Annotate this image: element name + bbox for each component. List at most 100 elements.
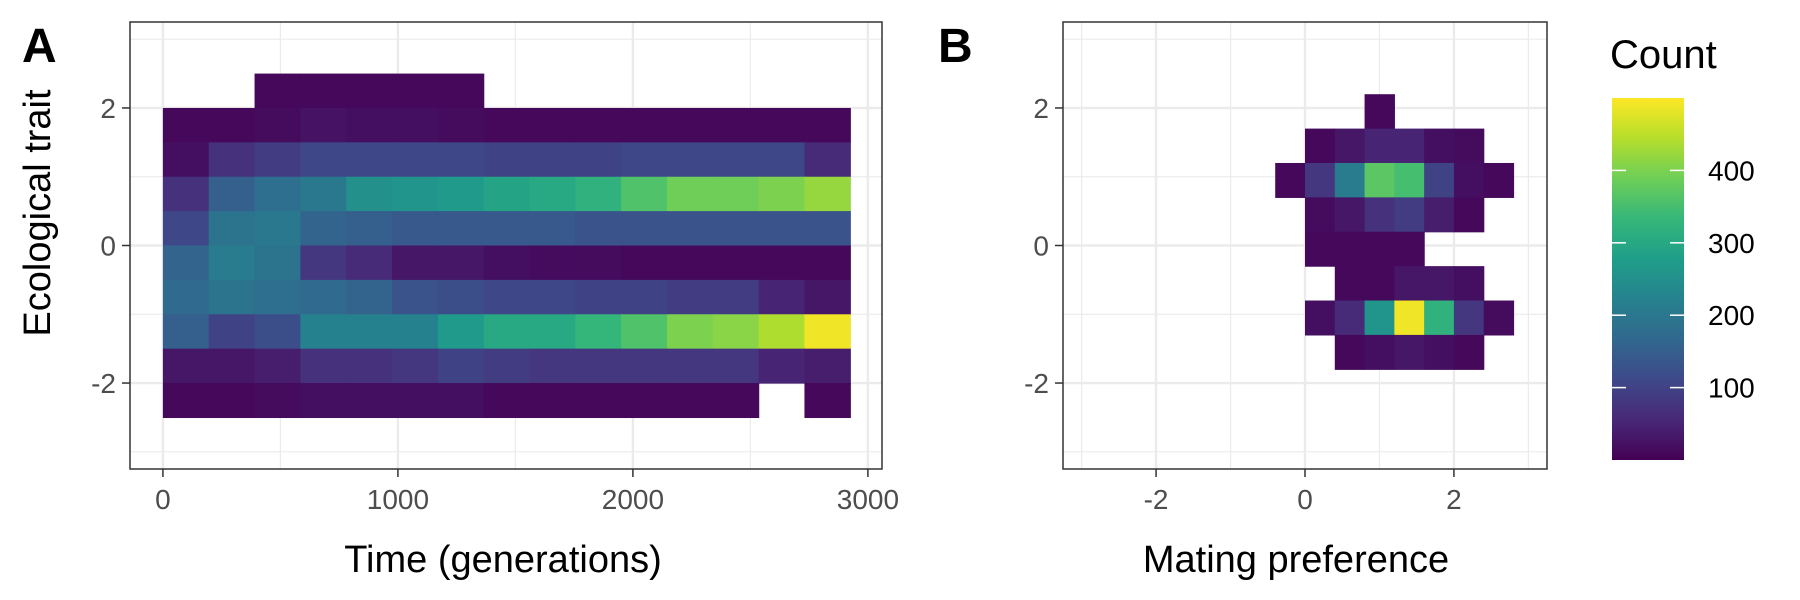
heatmap-cell — [712, 142, 760, 178]
heatmap-cell — [1483, 162, 1515, 198]
legend-tick-label: 200 — [1708, 300, 1755, 331]
heatmap-cell — [758, 348, 806, 384]
heatmap-cell — [1453, 266, 1485, 302]
heatmap-cell — [529, 383, 576, 419]
heatmap-cell — [1305, 231, 1336, 267]
heatmap-cell — [254, 348, 301, 384]
heatmap-cell — [162, 245, 210, 281]
heatmap-cell — [804, 211, 851, 247]
heatmap-cell — [1364, 128, 1395, 164]
heatmap-cell — [208, 211, 256, 247]
heatmap-cell — [1394, 334, 1425, 370]
heatmap-cell — [346, 279, 393, 315]
heatmap-cell — [483, 176, 531, 212]
heatmap-cell — [346, 245, 393, 281]
heatmap-cell — [208, 279, 256, 315]
heatmap-cell — [529, 142, 576, 178]
y-tick-label: 2 — [1033, 93, 1049, 124]
heatmap-cell — [666, 383, 714, 419]
heatmap-cell — [254, 142, 301, 178]
heatmap-cell — [712, 211, 760, 247]
heatmap-cell — [621, 279, 668, 315]
heatmap-cell — [162, 142, 210, 178]
legend-tick-label: 300 — [1708, 228, 1755, 259]
heatmap-cell — [483, 245, 531, 281]
heatmap-cell — [300, 314, 347, 350]
heatmap-cell — [621, 176, 668, 212]
heatmap-cell — [437, 245, 485, 281]
heatmap-cell — [1394, 231, 1425, 267]
heatmap-cell — [437, 142, 485, 178]
heatmap-cell — [621, 142, 668, 178]
heatmap-cell — [300, 348, 347, 384]
heatmap-cell — [208, 383, 256, 419]
heatmap-cell — [1334, 162, 1366, 198]
heatmap-cell — [804, 107, 851, 143]
heatmap-cell — [1364, 334, 1395, 370]
heatmap-cell — [758, 107, 806, 143]
heatmap-cell — [758, 245, 806, 281]
heatmap-cell — [254, 314, 301, 350]
heatmap-cell — [346, 348, 393, 384]
heatmap-cell — [162, 314, 210, 350]
heatmap-cell — [483, 107, 531, 143]
heatmap-cell — [712, 348, 760, 384]
heatmap-cell — [529, 107, 576, 143]
heatmap-cell — [437, 211, 485, 247]
heatmap-cell — [666, 107, 714, 143]
heatmap-cell — [346, 211, 393, 247]
heatmap-cell — [804, 176, 851, 212]
heatmap-cell — [300, 383, 347, 419]
heatmap-cell — [666, 314, 714, 350]
heatmap-cell — [392, 142, 439, 178]
heatmap-cell — [300, 142, 347, 178]
heatmap-cell — [804, 383, 851, 419]
x-tick-label: 0 — [1297, 484, 1313, 515]
heatmap-cells-b — [1275, 94, 1515, 370]
heatmap-cell — [346, 73, 393, 109]
x-tick-label: 2 — [1446, 484, 1462, 515]
x-tick-label: 2000 — [602, 484, 664, 515]
heatmap-cell — [529, 348, 576, 384]
heatmap-cell — [1453, 300, 1485, 336]
x-tick-label: 3000 — [837, 484, 899, 515]
y-tick-label: 0 — [1033, 231, 1049, 262]
x-tick-label: 1000 — [367, 484, 429, 515]
heatmap-cell — [1334, 231, 1366, 267]
heatmap-cell — [575, 176, 622, 212]
heatmap-cell — [1394, 128, 1425, 164]
heatmap-cell — [254, 383, 301, 419]
heatmap-cell — [621, 383, 668, 419]
heatmap-cell — [300, 279, 347, 315]
heatmap-cell — [346, 314, 393, 350]
heatmap-cell — [712, 176, 760, 212]
y-ticks-b: -2 0 2 — [1024, 93, 1063, 399]
heatmap-cell — [621, 245, 668, 281]
heatmap-cell — [392, 211, 439, 247]
heatmap-cell — [1453, 197, 1485, 233]
heatmap-cell — [666, 176, 714, 212]
heatmap-cell — [208, 142, 256, 178]
heatmap-cell — [300, 245, 347, 281]
heatmap-cell — [529, 314, 576, 350]
heatmap-cell — [1424, 300, 1455, 336]
heatmap-cell — [483, 348, 531, 384]
heatmap-cell — [666, 279, 714, 315]
heatmap-cell — [621, 348, 668, 384]
heatmap-cell — [346, 383, 393, 419]
y-axis-title-a: Ecological trait — [17, 89, 59, 337]
heatmap-cell — [1334, 300, 1366, 336]
heatmap-cell — [758, 176, 806, 212]
heatmap-cell — [1364, 300, 1395, 336]
heatmap-cell — [804, 314, 851, 350]
heatmap-cell — [162, 107, 210, 143]
x-ticks-a: 0 1000 2000 3000 — [155, 469, 899, 515]
heatmap-cell — [666, 142, 714, 178]
legend-ticks: 100 200 300 400 — [1612, 155, 1755, 404]
panel-label-a: A — [22, 20, 57, 73]
heatmap-cell — [437, 176, 485, 212]
heatmap-cell — [758, 314, 806, 350]
heatmap-cell — [804, 245, 851, 281]
heatmap-cell — [575, 314, 622, 350]
